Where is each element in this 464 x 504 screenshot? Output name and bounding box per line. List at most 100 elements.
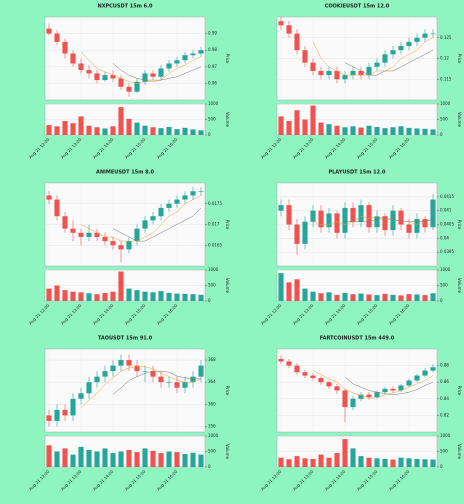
volume-bar — [366, 125, 372, 135]
volume-bar — [86, 449, 92, 467]
volume-bar — [326, 292, 332, 301]
candlestick-chart: NXPCUSDT 15m 6.0 0.96 0.97 0.98 0.99 0 500 1000… — [28, 4, 230, 160]
candle-body — [422, 218, 428, 228]
candle-body — [102, 75, 108, 81]
volume-bar — [166, 126, 172, 135]
candle-body — [406, 41, 412, 47]
candlestick-chart: FARTCOINUSDT 15m 449.0 0.82 0.84 0.86 0.88 0 5… — [260, 336, 462, 492]
moving-average-line — [312, 370, 434, 399]
volume-bar — [110, 126, 116, 135]
volume-bar — [414, 294, 420, 301]
candle-body — [390, 388, 396, 391]
candle-body — [158, 68, 164, 77]
y-tick-label: 0.0415 — [440, 194, 454, 199]
volume-bar — [286, 121, 292, 135]
chart-title: ANIMEUSDT 15m 8.0 — [96, 170, 155, 176]
candle-body — [342, 390, 348, 408]
volume-bar — [430, 129, 436, 135]
volume-bar — [166, 451, 172, 467]
volume-bar — [174, 293, 180, 301]
volume-bar — [142, 291, 148, 301]
candle-body — [286, 205, 292, 225]
volume-bar — [422, 128, 428, 135]
candle-body — [286, 361, 292, 366]
volume-bar — [382, 128, 388, 135]
x-tick-label: Aug 21 15:00 — [124, 303, 147, 326]
volume-bar — [94, 127, 100, 135]
volume-bar — [310, 458, 316, 467]
volume-bar — [126, 288, 132, 301]
candle-body — [110, 241, 116, 246]
volume-bar — [286, 459, 292, 467]
candle-body — [46, 195, 52, 200]
volume-bar — [46, 125, 52, 135]
candle-body — [382, 388, 388, 393]
volume-bar — [94, 294, 100, 301]
candle-body — [318, 210, 324, 228]
x-tick-label: Aug 21 14:00 — [92, 469, 115, 492]
candle-body — [358, 70, 364, 76]
volume-bar — [62, 290, 68, 301]
volume-bar — [358, 127, 364, 135]
volume-bar — [390, 127, 396, 135]
volume-bar — [182, 293, 188, 301]
candle-body — [350, 207, 356, 222]
volume-bar — [94, 451, 100, 467]
candle-body — [166, 63, 172, 69]
candle-body — [318, 70, 324, 76]
volume-bar — [150, 127, 156, 135]
volume-bar — [110, 453, 116, 467]
volume-bar — [374, 295, 380, 301]
candle-body — [54, 409, 60, 421]
candle-body — [182, 382, 188, 388]
candle-body — [366, 205, 372, 228]
candle-body — [150, 371, 156, 377]
volume-bar — [174, 129, 180, 135]
candle-body — [334, 386, 340, 391]
candle-body — [318, 378, 324, 383]
candle-body — [150, 73, 156, 77]
volume-bar — [134, 122, 140, 135]
volume-bar — [302, 119, 308, 135]
volume-bar — [54, 451, 60, 467]
candle-body — [294, 33, 300, 51]
moving-average-line — [112, 370, 201, 395]
volume-bar — [70, 291, 76, 301]
volume-bar — [334, 125, 340, 135]
volume-bar — [374, 126, 380, 135]
volume-bar — [326, 457, 332, 467]
volume-bar — [294, 279, 300, 301]
volume-bar — [134, 452, 140, 467]
x-tick-label: Aug 21 13:00 — [292, 303, 315, 326]
volume-bar — [286, 282, 292, 301]
x-tick-label: Aug 21 12:00 — [260, 469, 283, 492]
moving-average-line — [80, 51, 202, 84]
volume-bar — [174, 452, 180, 467]
volume-bar — [150, 450, 156, 467]
candle-body — [150, 216, 156, 221]
x-tick-label: Aug 21 14:00 — [92, 303, 115, 326]
candle-body — [294, 365, 300, 373]
y-tick-label: 0.82 — [440, 412, 449, 417]
volume-bar — [102, 292, 108, 301]
y-tick-label: 0.0165 — [208, 242, 222, 247]
volume-bar — [398, 457, 404, 467]
candle-body — [406, 380, 412, 386]
candle-body — [134, 81, 140, 92]
candle-body — [198, 365, 204, 377]
candlestick-chart: ANIMEUSDT 15m 8.0 0.0165 0.017 0.0175 0 500 10… — [28, 170, 230, 326]
candlestick-chart: PLAYUSDT 15m 12.0 0.0395 0.04 0.0405 0.041 0.… — [260, 170, 462, 326]
volume-bar — [126, 118, 132, 135]
y-tick-label: 0.017 — [208, 222, 220, 227]
candle-body — [94, 376, 100, 383]
x-tick-label: Aug 21 13:00 — [60, 303, 83, 326]
candle-body — [70, 53, 76, 64]
candle-body — [302, 50, 308, 63]
volume-bar — [302, 458, 308, 467]
volume-tick-label: 500 — [208, 449, 216, 454]
volume-bar — [142, 448, 148, 467]
price-panel — [44, 16, 206, 101]
candle-body — [118, 78, 124, 87]
y-axis-label: Price — [225, 54, 230, 64]
